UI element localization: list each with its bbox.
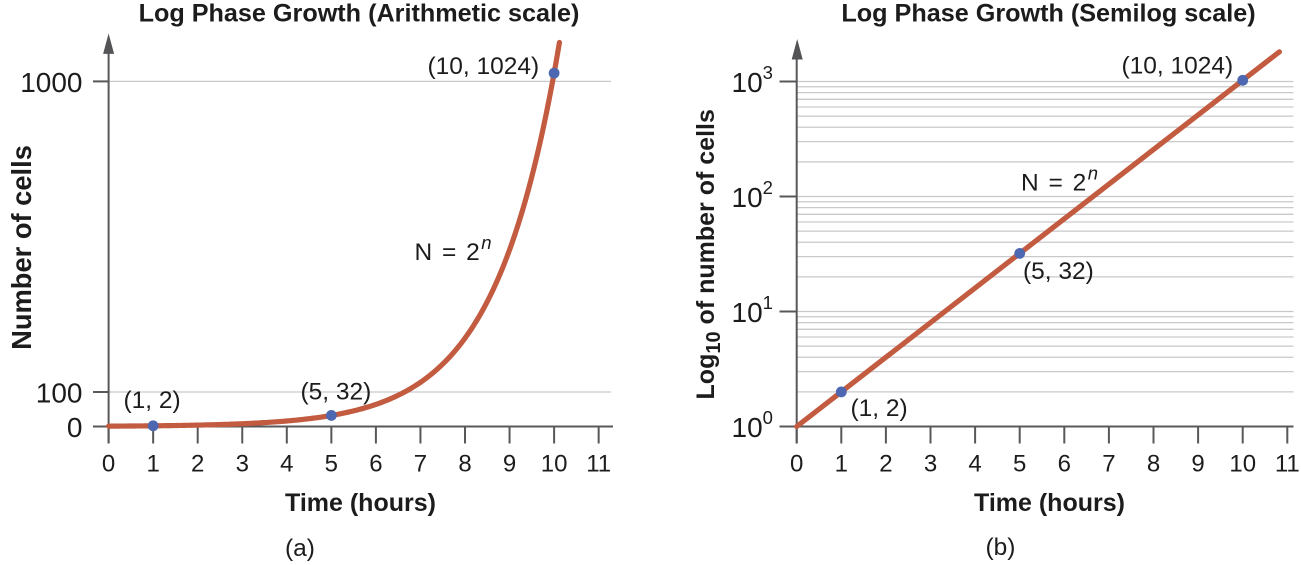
svg-text:5: 5 [1013, 451, 1026, 478]
svg-text:(b): (b) [986, 534, 1016, 561]
svg-text:7: 7 [1102, 451, 1115, 478]
svg-text:6: 6 [369, 451, 382, 478]
svg-text:6: 6 [1058, 451, 1071, 478]
svg-text:(5, 32): (5, 32) [1023, 258, 1094, 285]
svg-text:4: 4 [280, 451, 293, 478]
svg-text:(10, 1024): (10, 1024) [428, 53, 540, 80]
svg-text:(10, 1024): (10, 1024) [1122, 53, 1234, 80]
svg-text:100: 100 [36, 377, 83, 408]
svg-text:(1, 2): (1, 2) [124, 387, 181, 414]
svg-text:10: 10 [1229, 451, 1256, 478]
svg-text:3: 3 [924, 451, 937, 478]
svg-text:0: 0 [102, 451, 115, 478]
svg-text:Log Phase Growth (Semilog scal: Log Phase Growth (Semilog scale) [841, 0, 1255, 28]
svg-text:1: 1 [146, 451, 159, 478]
svg-text:Time (hours): Time (hours) [974, 489, 1125, 517]
svg-text:1: 1 [835, 451, 848, 478]
svg-text:0: 0 [67, 412, 83, 443]
svg-text:7: 7 [414, 451, 427, 478]
svg-text:Log Phase Growth (Arithmetic s: Log Phase Growth (Arithmetic scale) [139, 0, 580, 28]
svg-text:1000: 1000 [20, 67, 82, 98]
svg-text:9: 9 [1191, 451, 1204, 478]
svg-text:11: 11 [1275, 451, 1300, 478]
svg-text:9: 9 [503, 451, 516, 478]
svg-text:5: 5 [325, 451, 338, 478]
svg-text:(5, 32): (5, 32) [301, 379, 372, 406]
svg-text:Log10 of number of cells: Log10 of number of cells [692, 109, 725, 399]
svg-text:0: 0 [790, 451, 803, 478]
svg-text:Time (hours): Time (hours) [285, 489, 436, 517]
svg-text:4: 4 [968, 451, 981, 478]
svg-text:2: 2 [879, 451, 892, 478]
svg-text:8: 8 [458, 451, 471, 478]
svg-text:3: 3 [236, 451, 249, 478]
svg-text:10: 10 [541, 451, 568, 478]
svg-text:Number of cells: Number of cells [6, 145, 37, 350]
svg-text:(a): (a) [285, 535, 315, 562]
svg-text:(1, 2): (1, 2) [851, 395, 908, 422]
svg-text:11: 11 [586, 451, 611, 478]
svg-text:8: 8 [1147, 451, 1160, 478]
svg-text:2: 2 [191, 451, 204, 478]
